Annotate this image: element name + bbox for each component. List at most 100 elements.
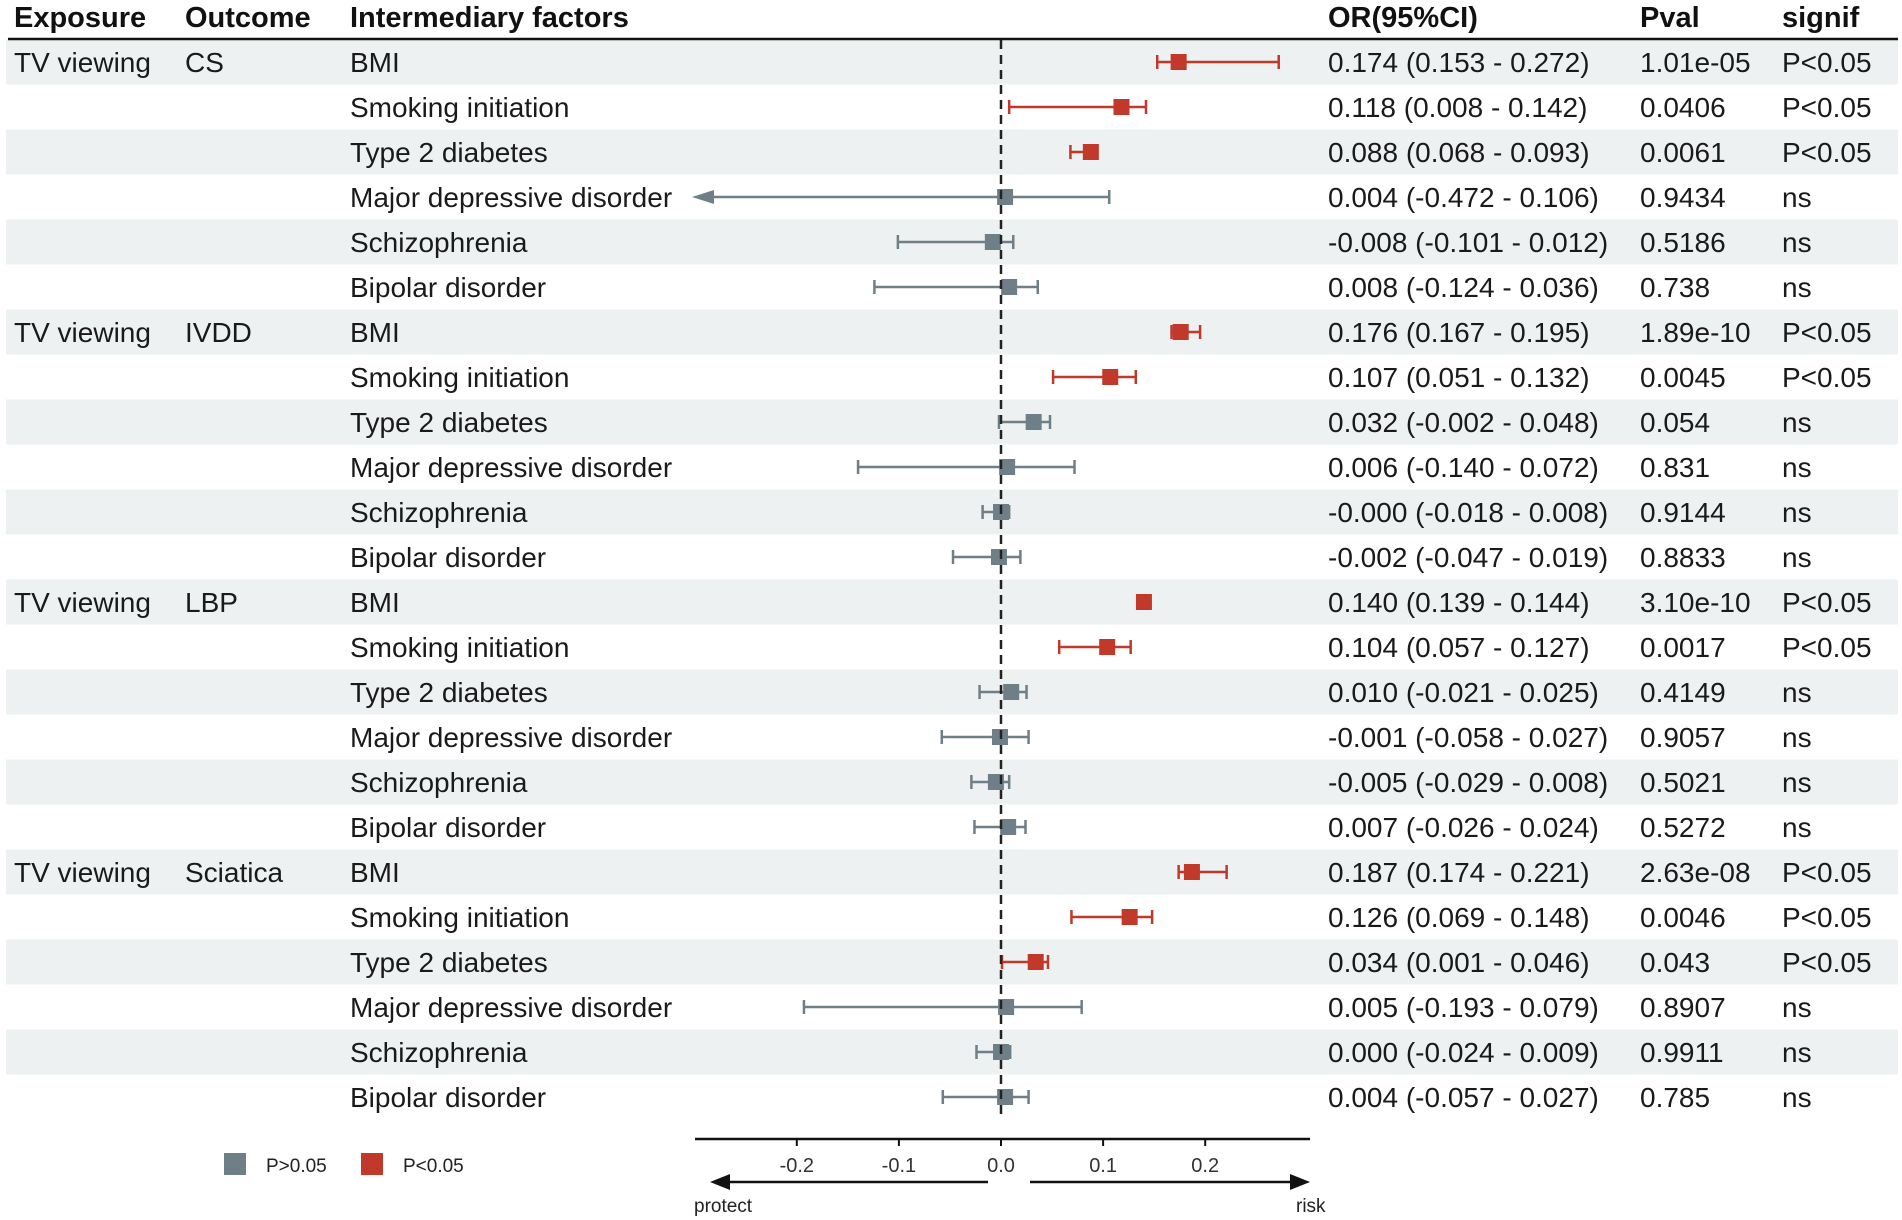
pval-value: 0.8907 <box>1640 992 1726 1023</box>
axis-tick-label: 0.0 <box>987 1155 1015 1177</box>
signif-value: ns <box>1782 542 1812 573</box>
axis-tick-label: 0.2 <box>1191 1155 1219 1177</box>
point-estimate <box>1183 864 1200 880</box>
point-estimate <box>1027 954 1044 970</box>
point-estimate <box>1001 279 1018 295</box>
signif-value: ns <box>1782 677 1812 708</box>
point-estimate <box>1003 684 1020 700</box>
point-estimate <box>1121 909 1138 925</box>
header-signif: signif <box>1782 2 1860 34</box>
point-estimate <box>997 1089 1014 1105</box>
or-ci-value: -0.000 (-0.018 - 0.008) <box>1328 497 1608 528</box>
header-exposure: Exposure <box>14 2 146 34</box>
pval-value: 0.9911 <box>1640 1037 1724 1068</box>
signif-value: ns <box>1782 227 1812 258</box>
pval-value: 0.9144 <box>1640 497 1726 528</box>
factor-label: BMI <box>350 587 400 618</box>
pval-value: 0.043 <box>1640 947 1710 978</box>
or-ci-value: 0.104 (0.057 - 0.127) <box>1328 632 1590 663</box>
or-ci-value: 0.005 (-0.193 - 0.079) <box>1328 992 1599 1023</box>
factor-label: Type 2 diabetes <box>350 947 548 978</box>
point-estimate <box>1082 144 1099 160</box>
pval-value: 0.0017 <box>1640 632 1726 663</box>
pval-value: 0.831 <box>1640 452 1710 483</box>
outcome-label: Sciatica <box>185 857 283 888</box>
point-estimate <box>1170 54 1187 70</box>
point-estimate <box>997 189 1014 205</box>
factor-label: Schizophrenia <box>350 497 528 528</box>
row-stripe <box>6 939 1898 985</box>
or-ci-value: 0.140 (0.139 - 0.144) <box>1328 587 1590 618</box>
signif-value: P<0.05 <box>1782 92 1872 123</box>
signif-value: P<0.05 <box>1782 947 1872 978</box>
pval-value: 1.01e-05 <box>1640 47 1751 78</box>
legend-swatch-significant <box>361 1153 383 1175</box>
row-stripe <box>6 579 1898 625</box>
factor-label: Smoking initiation <box>350 632 569 663</box>
factor-label: Schizophrenia <box>350 227 528 258</box>
or-ci-value: 0.006 (-0.140 - 0.072) <box>1328 452 1599 483</box>
row-stripe <box>6 39 1898 85</box>
point-estimate <box>999 459 1016 475</box>
row-stripe <box>6 1029 1898 1075</box>
signif-value: P<0.05 <box>1782 902 1872 933</box>
factor-label: Smoking initiation <box>350 92 569 123</box>
pval-value: 0.738 <box>1640 272 1710 303</box>
or-ci-value: 0.187 (0.174 - 0.221) <box>1328 857 1590 888</box>
or-ci-value: 0.034 (0.001 - 0.046) <box>1328 947 1590 978</box>
or-ci-value: 0.007 (-0.026 - 0.024) <box>1328 812 1599 843</box>
legend-label-nonsignificant: P>0.05 <box>266 1156 327 1177</box>
or-ci-value: -0.008 (-0.101 - 0.012) <box>1328 227 1608 258</box>
point-estimate <box>1025 414 1042 430</box>
row-stripe <box>6 669 1898 715</box>
signif-value: ns <box>1782 272 1812 303</box>
factor-label: Schizophrenia <box>350 1037 528 1068</box>
pval-value: 0.5021 <box>1640 767 1726 798</box>
factor-label: Type 2 diabetes <box>350 407 548 438</box>
pval-value: 3.10e-10 <box>1640 587 1751 618</box>
or-ci-value: 0.088 (0.068 - 0.093) <box>1328 137 1590 168</box>
axis-tick-label: 0.1 <box>1089 1155 1117 1177</box>
factor-label: BMI <box>350 317 400 348</box>
signif-value: P<0.05 <box>1782 137 1872 168</box>
factor-label: Bipolar disorder <box>350 812 546 843</box>
factor-label: BMI <box>350 857 400 888</box>
factor-label: Major depressive disorder <box>350 182 672 213</box>
x-axis: -0.2 -0.1 0.0 0.1 0.2 protect risk <box>694 1137 1326 1217</box>
factor-label: Major depressive disorder <box>350 992 672 1023</box>
signif-value: ns <box>1782 407 1812 438</box>
or-ci-value: 0.107 (0.051 - 0.132) <box>1328 362 1590 393</box>
pval-value: 0.0045 <box>1640 362 1726 393</box>
or-ci-value: -0.005 (-0.029 - 0.008) <box>1328 767 1608 798</box>
legend-swatch-nonsignificant <box>224 1153 246 1175</box>
ci-truncation-arrow <box>692 190 714 204</box>
row-stripe <box>6 309 1898 355</box>
or-ci-value: 0.176 (0.167 - 0.195) <box>1328 317 1590 348</box>
pval-value: 0.5272 <box>1640 812 1726 843</box>
legend: P>0.05 P<0.05 <box>224 1153 464 1177</box>
point-estimate <box>1113 99 1130 115</box>
or-ci-value: 0.004 (-0.057 - 0.027) <box>1328 1082 1599 1113</box>
pval-value: 0.8833 <box>1640 542 1726 573</box>
pval-value: 0.9434 <box>1640 182 1726 213</box>
point-estimate <box>1099 639 1116 655</box>
signif-value: ns <box>1782 1082 1812 1113</box>
factor-label: Bipolar disorder <box>350 272 546 303</box>
outcome-label: LBP <box>185 587 238 618</box>
protect-arrow-head <box>710 1174 730 1190</box>
or-ci-value: 0.118 (0.008 - 0.142) <box>1328 92 1587 123</box>
pval-value: 0.0046 <box>1640 902 1726 933</box>
point-estimate <box>990 549 1007 565</box>
signif-value: P<0.05 <box>1782 317 1872 348</box>
signif-value: ns <box>1782 767 1812 798</box>
header-or-ci: OR(95%CI) <box>1328 2 1478 34</box>
outcome-label: IVDD <box>185 317 252 348</box>
row-stripes <box>6 39 1898 1075</box>
row-stripe <box>6 759 1898 805</box>
or-ci-value: 0.008 (-0.124 - 0.036) <box>1328 272 1599 303</box>
signif-value: P<0.05 <box>1782 362 1872 393</box>
legend-label-significant: P<0.05 <box>403 1156 464 1177</box>
pval-value: 0.785 <box>1640 1082 1710 1113</box>
pval-value: 0.0061 <box>1640 137 1726 168</box>
